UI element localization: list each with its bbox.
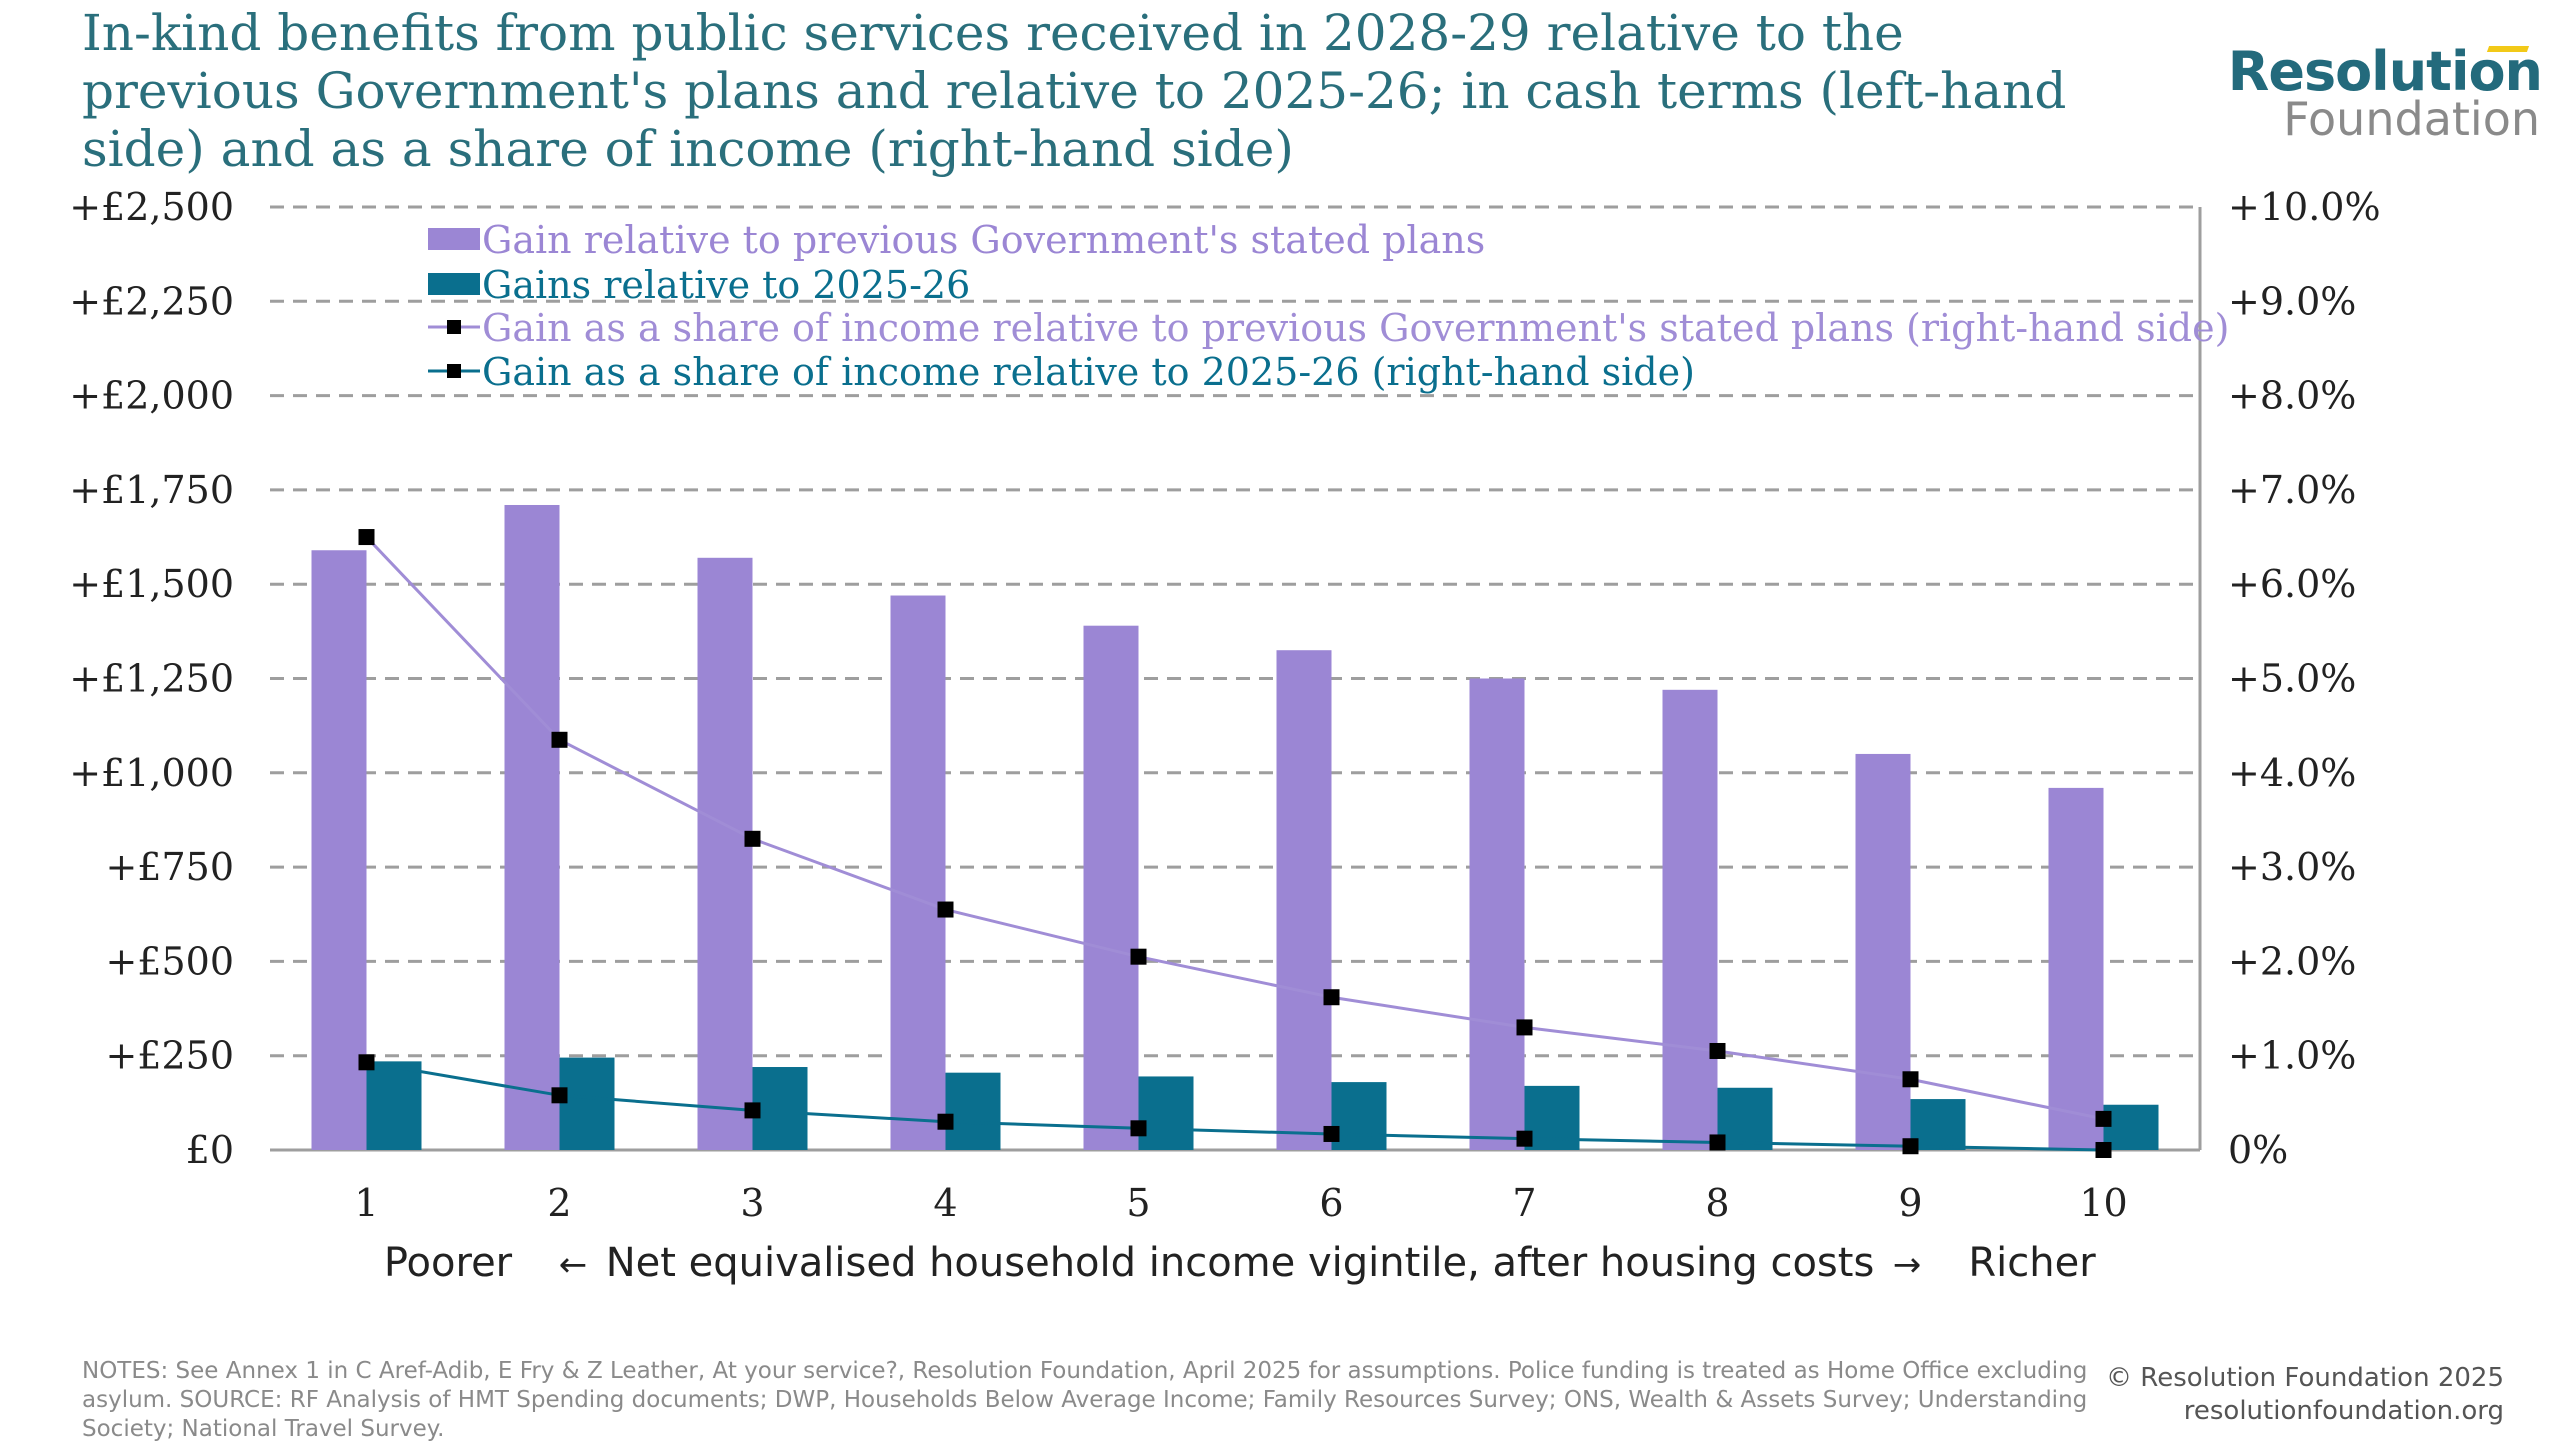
legend-marker (447, 320, 461, 334)
y-right-tick-label: +9.0% (2228, 279, 2356, 323)
copyright-line: © Resolution Foundation 2025 (2106, 1363, 2504, 1393)
line-point (358, 1054, 375, 1071)
line-point (2095, 1142, 2112, 1158)
bar-2025-26 (1717, 1087, 1773, 1150)
line-point (744, 1102, 761, 1119)
legend-swatch (428, 228, 480, 250)
resolution-foundation-logo: Resolution Foundation (2202, 40, 2543, 150)
bar-2025-26 (1910, 1099, 1966, 1150)
line-point (551, 1087, 568, 1104)
y-right-tick-label: +4.0% (2228, 751, 2356, 795)
x-tick-label: 8 (1705, 1181, 1729, 1225)
website-line: resolutionfoundation.org (2183, 1396, 2504, 1426)
line-point (2095, 1110, 2112, 1127)
line-point (937, 901, 954, 918)
bar-previous-plans (1855, 753, 1911, 1150)
chart: £0 +£250 +£500 +£750 +£1,000 +£1,250 +£1,500 +£… (69, 185, 2381, 1286)
y-left-tick-label: £0 (186, 1128, 234, 1172)
y-right-tick-label: +5.0% (2228, 657, 2356, 701)
logo-word-foundation: Foundation (2283, 92, 2540, 146)
x-tick-label: 3 (740, 1181, 764, 1225)
y-left-tick-label: +£2,500 (69, 185, 234, 229)
y-right-tick-label: 0% (2228, 1128, 2288, 1172)
legend-marker (447, 364, 461, 378)
x-tick-label: 6 (1319, 1181, 1343, 1225)
y-right-tick-label: +6.0% (2228, 562, 2356, 606)
y-left-tick-label: +£250 (105, 1034, 234, 1078)
line-point (1130, 1120, 1147, 1137)
bar-previous-plans (1662, 689, 1718, 1150)
x-label-right-arrow: → (1893, 1245, 1922, 1285)
y-right-tick-label: +1.0% (2228, 1034, 2356, 1078)
bar-2025-26 (945, 1072, 1001, 1150)
bar-2025-26 (1138, 1076, 1194, 1150)
y-right-tick-label: +2.0% (2228, 939, 2356, 983)
line-series-share-2025-26 (366, 1060, 2104, 1152)
bar-previous-plans (311, 550, 367, 1150)
copyright: © Resolution Foundation 2025 resolutionf… (2106, 1362, 2504, 1428)
bar-2025-26 (752, 1067, 808, 1150)
y-right-tick-label: +10.0% (2228, 185, 2381, 229)
bar-previous-plans (2048, 787, 2104, 1150)
x-tick-label: 10 (2079, 1181, 2127, 1225)
y-left-tick-label: +£2,000 (69, 374, 234, 418)
line-point (1516, 1019, 1533, 1036)
x-tick-label: 7 (1512, 1181, 1536, 1225)
legend-swatch (428, 273, 480, 295)
x-tick-label: 4 (933, 1181, 957, 1225)
line-series-share-previous-plans (365, 536, 2104, 1121)
bar-2025-26 (559, 1057, 615, 1150)
bar-previous-plans (1083, 625, 1139, 1150)
line-point (1902, 1071, 1919, 1088)
line-point (358, 529, 375, 546)
y-left-tick-label: +£500 (105, 939, 234, 983)
bar-previous-plans (890, 595, 946, 1150)
chart-notes: NOTES: See Annex 1 in C Aref-Adib, E Fry… (82, 1358, 2088, 1442)
line-point (551, 731, 568, 748)
y-right-tick-label: +3.0% (2228, 845, 2356, 889)
bar-previous-plans (1469, 678, 1525, 1150)
line-point (1902, 1138, 1919, 1155)
x-label-left-arrow: ← (559, 1245, 588, 1285)
legend-label: Gain as a share of income relative to pr… (482, 306, 2229, 350)
legend-label: Gain as a share of income relative to 20… (482, 350, 1695, 394)
bar-previous-plans (504, 504, 560, 1150)
y-left-tick-label: +£2,250 (69, 279, 234, 323)
line-point (1130, 948, 1147, 965)
y-left-tick-label: +£1,000 (69, 751, 234, 795)
line-point (1323, 989, 1340, 1006)
line-point (744, 830, 761, 847)
line-point (1516, 1130, 1533, 1147)
x-label-richer: Richer (1968, 1240, 2096, 1286)
logo-word-resolution: Resolution (2227, 40, 2543, 103)
bar-2025-26 (366, 1061, 422, 1150)
x-tick-label: 1 (354, 1181, 378, 1225)
y-left-tick-label: +£1,500 (69, 562, 234, 606)
x-label-center: Net equivalised household income viginti… (606, 1240, 1875, 1286)
legend-label: Gain relative to previous Government's s… (482, 218, 1485, 262)
line-point (1709, 1042, 1726, 1059)
line-point (1709, 1134, 1726, 1151)
bar-2025-26 (1331, 1082, 1387, 1150)
line-point (1323, 1125, 1340, 1142)
bar-previous-plans (697, 557, 753, 1150)
x-tick-label: 9 (1898, 1181, 1922, 1225)
y-right-tick-label: +7.0% (2228, 468, 2356, 512)
chart-title: In-kind benefits from public services re… (82, 4, 2067, 178)
x-label-poorer: Poorer (384, 1240, 513, 1286)
bar-2025-26 (2103, 1104, 2159, 1150)
x-tick-label: 2 (547, 1181, 571, 1225)
y-left-tick-label: +£1,750 (69, 468, 234, 512)
line-point (937, 1113, 954, 1130)
y-left-tick-label: +£750 (105, 845, 234, 889)
y-left-tick-label: +£1,250 (69, 657, 234, 701)
y-right-tick-label: +8.0% (2228, 374, 2356, 418)
legend-label: Gains relative to 2025-26 (482, 263, 970, 307)
x-tick-label: 5 (1126, 1181, 1150, 1225)
bar-previous-plans (1276, 650, 1332, 1150)
